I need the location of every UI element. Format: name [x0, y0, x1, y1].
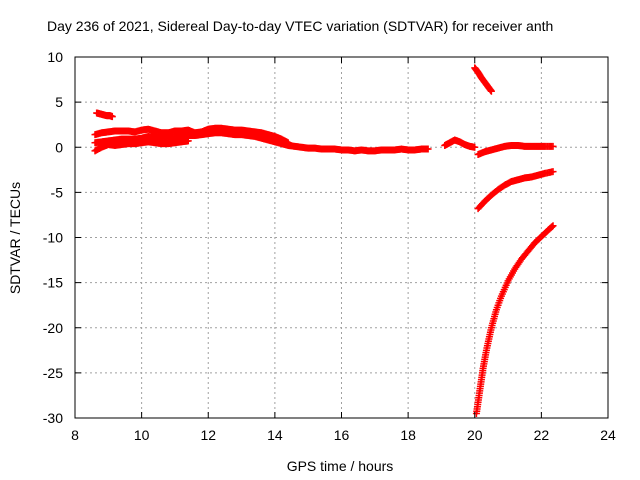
series-descending-arc: [471, 64, 495, 95]
y-tick-label: 0: [55, 139, 63, 155]
data-point: [549, 222, 557, 230]
x-tick-label: 22: [534, 427, 550, 443]
grid: [75, 57, 608, 418]
series-early-short-arc: [93, 109, 116, 121]
data-point: [424, 145, 432, 153]
data-point: [548, 223, 556, 231]
y-tick-label: -10: [43, 230, 63, 246]
data-point: [184, 137, 192, 145]
y-tick-label: -5: [51, 184, 64, 200]
x-tick-label: 12: [200, 427, 216, 443]
tick-labels: 8 10 12 14 16 18 20 22 24 10 5 0 -5 -10 -15 -20 -25 -30: [43, 49, 616, 443]
ticks: [74, 56, 609, 419]
series-steep-rising-arc: [472, 222, 557, 417]
x-tick-label: 8: [71, 427, 79, 443]
x-tick-label: 14: [267, 427, 283, 443]
y-tick-label: 10: [47, 49, 63, 65]
series-late-short-arc: [441, 136, 479, 151]
data-point: [471, 143, 479, 151]
x-tick-label: 24: [600, 427, 616, 443]
chart-title: Day 236 of 2021, Sidereal Day-to-day VTE…: [47, 18, 553, 34]
series-arc-near-zero: [474, 141, 557, 158]
x-axis-label: GPS time / hours: [287, 458, 394, 474]
data-point: [549, 142, 557, 150]
y-tick-label: -20: [43, 320, 63, 336]
x-tick-label: 18: [400, 427, 416, 443]
y-tick-label: -15: [43, 275, 63, 291]
data-point: [108, 113, 116, 121]
y-axis-label: SDTVAR / TECUs: [7, 182, 23, 294]
series-rising-arc: [474, 168, 557, 213]
data-point: [549, 168, 557, 176]
data-points: [91, 64, 557, 417]
data-point: [487, 87, 495, 95]
y-tick-label: -25: [43, 365, 63, 381]
y-tick-label: 5: [55, 94, 63, 110]
x-tick-label: 20: [467, 427, 483, 443]
y-tick-label: -30: [43, 410, 63, 426]
series-lower-band: [91, 137, 192, 155]
x-tick-label: 10: [134, 427, 150, 443]
x-tick-label: 16: [334, 427, 350, 443]
